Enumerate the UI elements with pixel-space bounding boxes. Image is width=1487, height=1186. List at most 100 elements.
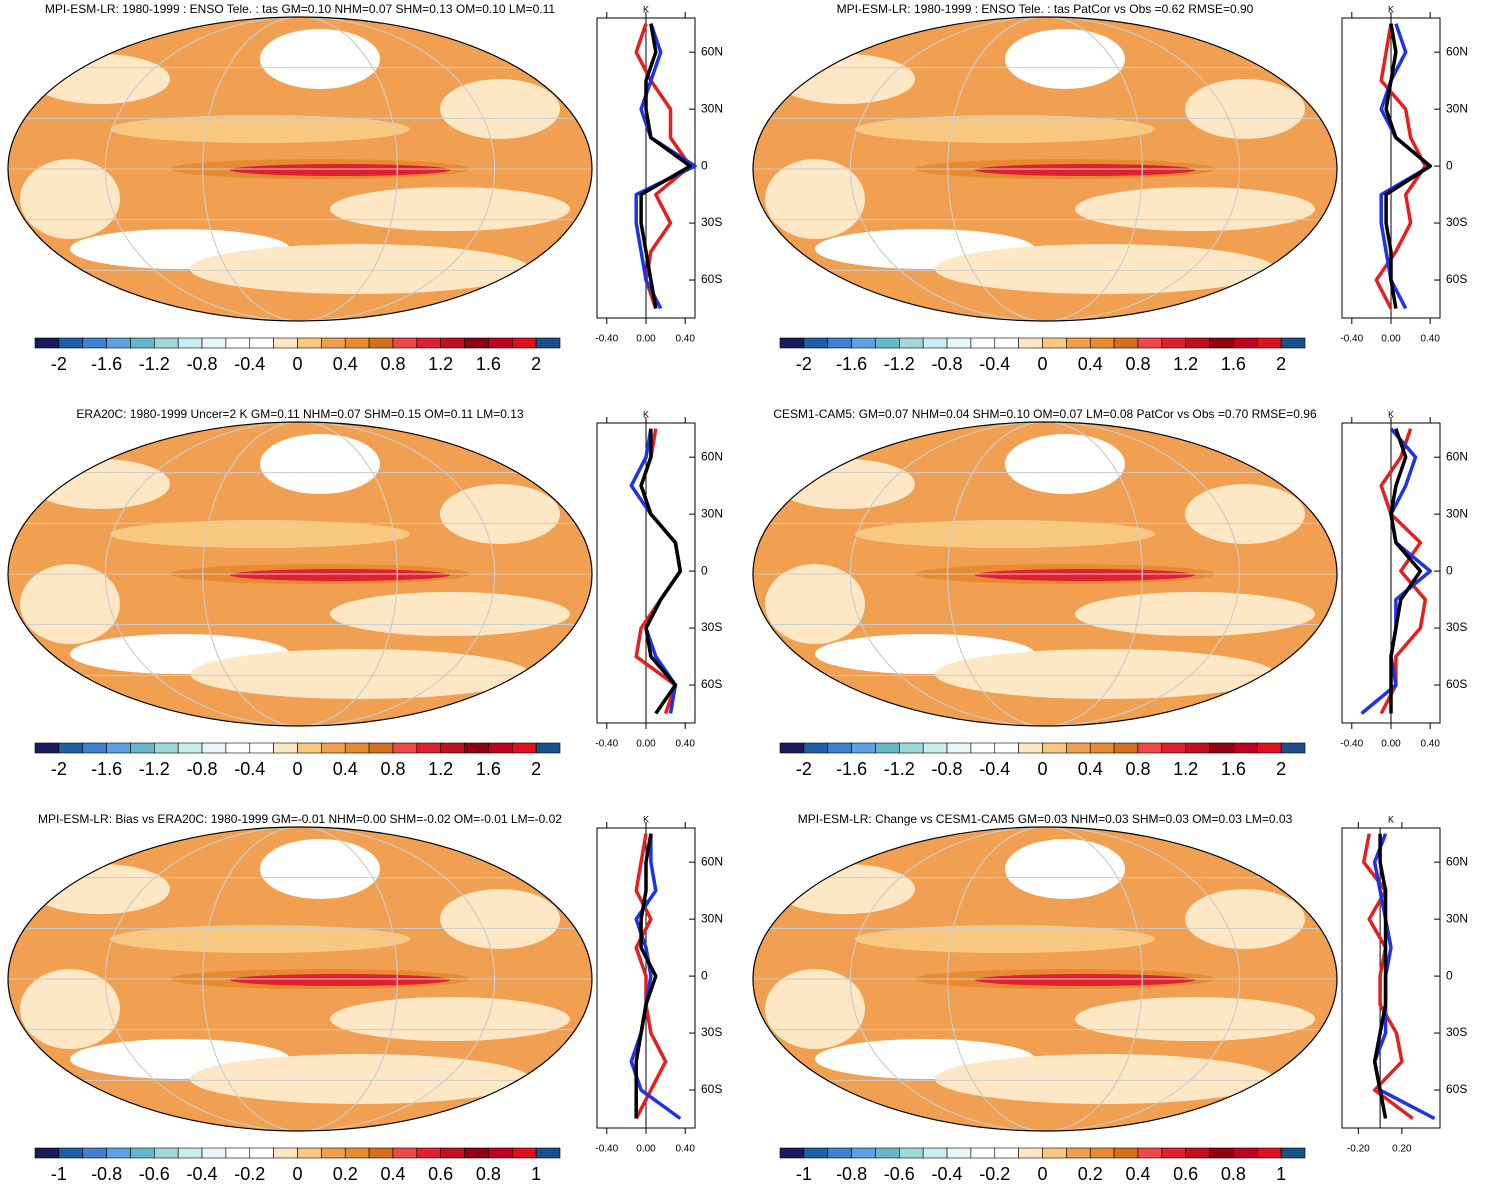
colorbar-box	[225, 742, 251, 754]
panel-title: MPI-ESM-LR: 1980-1999 : ENSO Tele. : tas…	[837, 2, 1254, 16]
map-patch	[765, 159, 865, 239]
map-patch	[20, 969, 120, 1049]
colorbar-label: 1.6	[1221, 354, 1246, 374]
colorbar-label: -0.8	[187, 354, 218, 374]
x-tick-label: 0.40	[675, 739, 695, 750]
colorbar-box	[1233, 742, 1258, 754]
colorbar-label: -0.4	[979, 759, 1010, 779]
colorbar-box	[58, 742, 84, 754]
colorbar-label: 1.2	[428, 354, 453, 374]
map-grid	[202, 422, 398, 726]
colorbar-label: 0.4	[1078, 759, 1103, 779]
colorbar-label: 0.6	[428, 1164, 453, 1181]
map-patch	[20, 159, 120, 239]
map	[753, 422, 1337, 726]
map-border	[7, 16, 593, 322]
y-tick-label: 60S	[701, 272, 722, 286]
map-grid	[202, 827, 398, 1131]
colorbar-box	[201, 1147, 227, 1159]
map-patch	[260, 434, 380, 494]
colorbar-box	[779, 337, 805, 349]
colorbar-box	[1018, 1147, 1043, 1159]
colorbar-label: -0.8	[91, 1164, 122, 1181]
colorbar-box	[875, 742, 900, 754]
y-tick-label: 30S	[701, 620, 722, 634]
y-tick-label: 60N	[701, 854, 723, 868]
colorbar-label: 0	[1037, 354, 1047, 374]
colorbar-label: 0.4	[333, 759, 358, 779]
y-tick-label: 0	[1446, 968, 1453, 982]
colorbar-label: -0.4	[932, 1164, 963, 1181]
colorbar-label: -0.4	[187, 1164, 218, 1181]
y-tick-label: 30N	[701, 506, 723, 520]
colorbar-label: 2	[531, 759, 541, 779]
colorbar-box	[177, 1147, 203, 1159]
colorbar-box	[1137, 1147, 1163, 1159]
y-tick-label: 30N	[1446, 101, 1468, 115]
colorbar-label: -0.8	[932, 759, 963, 779]
colorbar-label: 2	[531, 354, 541, 374]
colorbar-box	[392, 337, 418, 349]
panel-title: MPI-ESM-LR: Change vs CESM1-CAM5 GM=0.03…	[798, 812, 1293, 826]
colorbar-box	[1089, 337, 1115, 349]
colorbar-box	[899, 1147, 924, 1159]
profile-line	[639, 23, 692, 309]
colorbar-label: -1	[796, 1164, 812, 1181]
colorbar-box	[946, 1147, 972, 1159]
y-tick-label: 0	[701, 968, 708, 982]
colorbar-box	[1161, 337, 1186, 349]
x-tick-label: -0.40	[595, 334, 618, 345]
y-tick-label: 0	[701, 158, 708, 172]
colorbar-label: 0.4	[1125, 1164, 1150, 1181]
map-patch	[975, 569, 1195, 581]
profile-line	[639, 428, 683, 715]
panel: CESM1-CAM5: GM=0.07 NHM=0.04 SHM=0.10 OM…	[752, 407, 1468, 779]
colorbar-label: -0.4	[234, 354, 265, 374]
map-patch	[440, 79, 560, 139]
colorbar-label: 0.4	[333, 354, 358, 374]
map-patch	[260, 839, 380, 899]
profile-unit: K	[643, 409, 649, 419]
colorbar-box	[321, 337, 346, 349]
colorbar-box	[827, 742, 852, 754]
y-tick-label: 0	[1446, 158, 1453, 172]
colorbar-label: -0.8	[932, 354, 963, 374]
colorbar-box	[34, 742, 60, 754]
map-patch	[110, 925, 410, 953]
colorbar-box	[970, 1147, 996, 1159]
map-patch	[330, 997, 570, 1041]
colorbar-box	[368, 337, 394, 349]
map	[8, 422, 592, 726]
y-tick-label: 30S	[701, 1025, 722, 1039]
x-tick-label: 0.40	[675, 334, 695, 345]
colorbar-label: 0.8	[380, 354, 405, 374]
map-patch	[260, 29, 380, 89]
colorbar-box	[416, 337, 441, 349]
map-border	[752, 421, 1338, 727]
map-patch	[110, 115, 410, 143]
map-patch	[775, 459, 915, 509]
colorbar-box	[440, 337, 465, 349]
profile-frame	[1341, 827, 1441, 1129]
panel-title: MPI-ESM-LR: 1980-1999 : ENSO Tele. : tas…	[45, 2, 555, 16]
colorbar-box	[1137, 742, 1163, 754]
colorbar-box	[827, 337, 852, 349]
panel-title: CESM1-CAM5: GM=0.07 NHM=0.04 SHM=0.10 OM…	[773, 407, 1317, 421]
colorbar-label: 0.2	[1078, 1164, 1103, 1181]
colorbar-box	[970, 337, 996, 349]
colorbar-box	[1113, 742, 1139, 754]
colorbar-box	[368, 1147, 394, 1159]
map-grid	[947, 827, 1143, 1131]
colorbar-box	[249, 1147, 274, 1159]
colorbar-label: 0	[292, 354, 302, 374]
map-patch	[230, 569, 450, 581]
colorbar-box	[488, 742, 513, 754]
x-tick-label: 0.00	[1381, 739, 1401, 750]
map-patch	[855, 925, 1155, 953]
colorbar-box	[297, 742, 322, 754]
colorbar-box	[827, 1147, 852, 1159]
y-tick-label: 60S	[701, 1082, 722, 1096]
map-border	[752, 16, 1338, 322]
colorbar-box	[1256, 1147, 1282, 1159]
